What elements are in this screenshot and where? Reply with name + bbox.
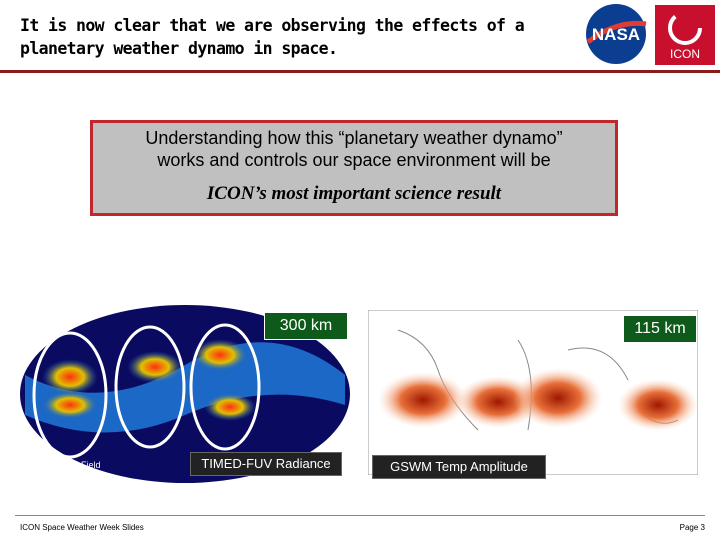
figure-caption: GSWM Temp Amplitude [372, 455, 546, 479]
icon-logo: ICON [670, 47, 700, 61]
slide-title: It is now clear that we are observing th… [20, 14, 525, 60]
header-rule [0, 70, 720, 73]
figure-caption: TIMED-FUV Radiance [190, 452, 342, 476]
inset-label: Magnetic Field [42, 460, 101, 470]
nasa-logo: NASA [592, 25, 640, 44]
title-line: It is now clear that we are observing th… [20, 16, 525, 35]
callout-emphasis: ICON’s most important science result [206, 183, 502, 204]
callout-line: Understanding how this “planetary weathe… [145, 128, 563, 148]
fuv-image: Magnetic Field [20, 305, 350, 483]
title-line: planetary weather dynamo in space. [20, 39, 338, 58]
callout-box: Understanding how this “planetary weathe… [90, 120, 618, 216]
footer-right: Page 3 [679, 523, 705, 532]
logos: NASA ICON [586, 4, 715, 65]
altitude-tag: 115 km [623, 315, 697, 343]
callout-line: works and controls our space environment… [157, 150, 551, 170]
altitude-tag: 300 km [264, 312, 348, 340]
footer-left: ICON Space Weather Week Slides [20, 523, 144, 532]
footer-rule [15, 515, 705, 516]
